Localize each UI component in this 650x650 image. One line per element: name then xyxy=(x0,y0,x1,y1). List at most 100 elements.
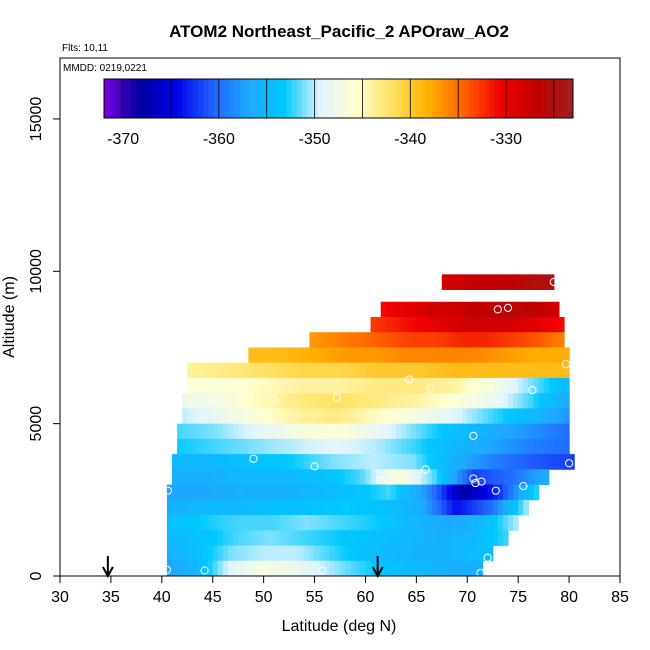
heatmap-cell xyxy=(543,423,550,440)
heatmap-cell xyxy=(396,317,402,333)
heatmap-cell xyxy=(334,454,341,470)
plot-frame xyxy=(59,57,621,577)
heatmap-cell xyxy=(187,362,193,379)
heatmap-cell xyxy=(548,393,555,409)
heatmap-cell xyxy=(319,530,326,546)
heatmap-cell xyxy=(538,301,545,318)
heatmap-cell xyxy=(457,332,463,348)
colorbar-swatch xyxy=(463,79,470,118)
heatmap-cell xyxy=(258,393,265,409)
heatmap-cell xyxy=(253,560,260,577)
heatmap-cell xyxy=(233,454,239,470)
heatmap-cell xyxy=(436,393,443,409)
heatmap-cell xyxy=(502,301,509,318)
heatmap-cell xyxy=(538,362,545,379)
heatmap-cell xyxy=(401,362,407,379)
heatmap-cell xyxy=(192,438,199,455)
heatmap-cell xyxy=(187,469,193,485)
heatmap-cell xyxy=(197,454,204,470)
observation-point xyxy=(208,395,217,404)
colorbar-swatch xyxy=(390,79,397,118)
heatmap-cell xyxy=(243,545,249,562)
colorbar-swatch xyxy=(218,79,225,118)
heatmap-cell xyxy=(375,530,382,546)
heatmap-cell xyxy=(340,499,346,516)
heatmap-cell xyxy=(380,423,387,440)
heatmap-cell xyxy=(355,530,361,546)
heatmap-cell xyxy=(482,332,489,348)
heatmap-cell xyxy=(406,499,412,516)
heatmap-cell xyxy=(411,362,417,379)
dates-note: MMDD: 0219,0221 xyxy=(63,63,147,74)
heatmap-cell xyxy=(304,560,311,577)
heatmap-cell xyxy=(385,545,392,562)
heatmap-cell xyxy=(502,454,509,470)
heatmap-cell xyxy=(553,454,560,470)
heatmap-cell xyxy=(477,438,484,455)
heatmap-cell xyxy=(207,560,214,577)
heatmap-cell xyxy=(360,484,367,501)
heatmap-cell xyxy=(278,545,285,562)
colorbar-swatch xyxy=(104,79,110,118)
heatmap-cell xyxy=(278,484,285,501)
heatmap-cell xyxy=(222,438,229,455)
colorbar-swatch xyxy=(275,79,282,118)
heatmap-cell xyxy=(426,347,433,364)
heatmap-cell xyxy=(207,454,214,470)
heatmap-cell xyxy=(263,469,270,485)
heatmap-cell xyxy=(294,423,300,440)
heatmap-cell xyxy=(350,362,356,379)
heatmap-cell xyxy=(416,560,423,577)
colorbar-swatch xyxy=(135,79,141,118)
heatmap-cell xyxy=(401,317,407,333)
heatmap-cell xyxy=(385,469,392,485)
heatmap-cell xyxy=(309,438,316,455)
heatmap-cell xyxy=(436,362,443,379)
heatmap-cell xyxy=(202,393,209,409)
heatmap-cell xyxy=(263,560,270,577)
heatmap-cell xyxy=(533,469,540,485)
heatmap-cell xyxy=(299,545,305,562)
heatmap-cell xyxy=(222,499,229,516)
heatmap-cell xyxy=(258,560,265,577)
heatmap-cell xyxy=(355,332,361,348)
heatmap-cell xyxy=(222,454,229,470)
heatmap-cell xyxy=(467,332,473,348)
colorbar-swatch xyxy=(229,79,235,118)
heatmap-cell xyxy=(390,301,397,318)
heatmap-cell xyxy=(558,347,565,364)
colorbar-swatch xyxy=(531,79,538,118)
heatmap-cell xyxy=(278,347,285,364)
heatmap-cell xyxy=(334,423,341,440)
heatmap-cell xyxy=(396,362,402,379)
heatmap-cell xyxy=(334,560,341,577)
heatmap-cell xyxy=(431,560,438,577)
heatmap-cell xyxy=(370,408,377,425)
heatmap-cell xyxy=(487,347,494,364)
heatmap-cell xyxy=(187,454,193,470)
heatmap-cell xyxy=(406,347,412,364)
heatmap-cell xyxy=(258,438,265,455)
heatmap-cell xyxy=(441,347,448,364)
colorbar: -370 -360 -350 -340 -330 xyxy=(103,78,574,148)
heatmap-cell xyxy=(319,332,326,348)
heatmap-cell xyxy=(421,560,428,577)
heatmap-cell xyxy=(192,469,199,485)
heatmap-cell xyxy=(263,423,270,440)
heatmap-cell xyxy=(416,515,423,531)
heatmap-cell xyxy=(202,454,209,470)
heatmap-cell xyxy=(314,362,321,379)
heatmap-cell xyxy=(192,560,199,577)
heatmap-cell xyxy=(340,530,346,546)
heatmap-cell xyxy=(467,438,473,455)
heatmap-cell xyxy=(523,454,529,470)
heatmap-cell xyxy=(192,393,199,409)
heatmap-cell xyxy=(411,560,417,577)
heatmap-cell xyxy=(477,560,484,577)
heatmap-cell xyxy=(294,545,300,562)
heatmap-cell xyxy=(309,454,316,470)
heatmap-cell xyxy=(538,332,545,348)
heatmap-cell xyxy=(263,454,270,470)
heatmap-cell xyxy=(462,362,468,379)
heatmap-cell xyxy=(564,393,570,409)
